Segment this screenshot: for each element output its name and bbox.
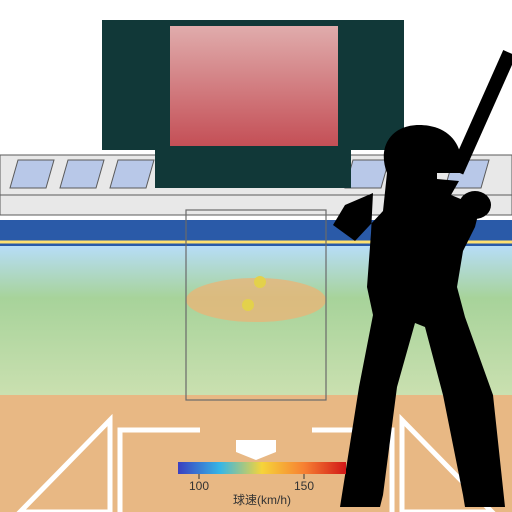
colorbar-tick-label: 150 — [294, 479, 314, 493]
colorbar-tick-label: 100 — [189, 479, 209, 493]
pitch-marker — [242, 299, 254, 311]
pitch-marker — [254, 276, 266, 288]
colorbar-axis-label: 球速(km/h) — [233, 493, 291, 507]
pitch-location-chart: 100 150球速(km/h) — [0, 0, 512, 512]
